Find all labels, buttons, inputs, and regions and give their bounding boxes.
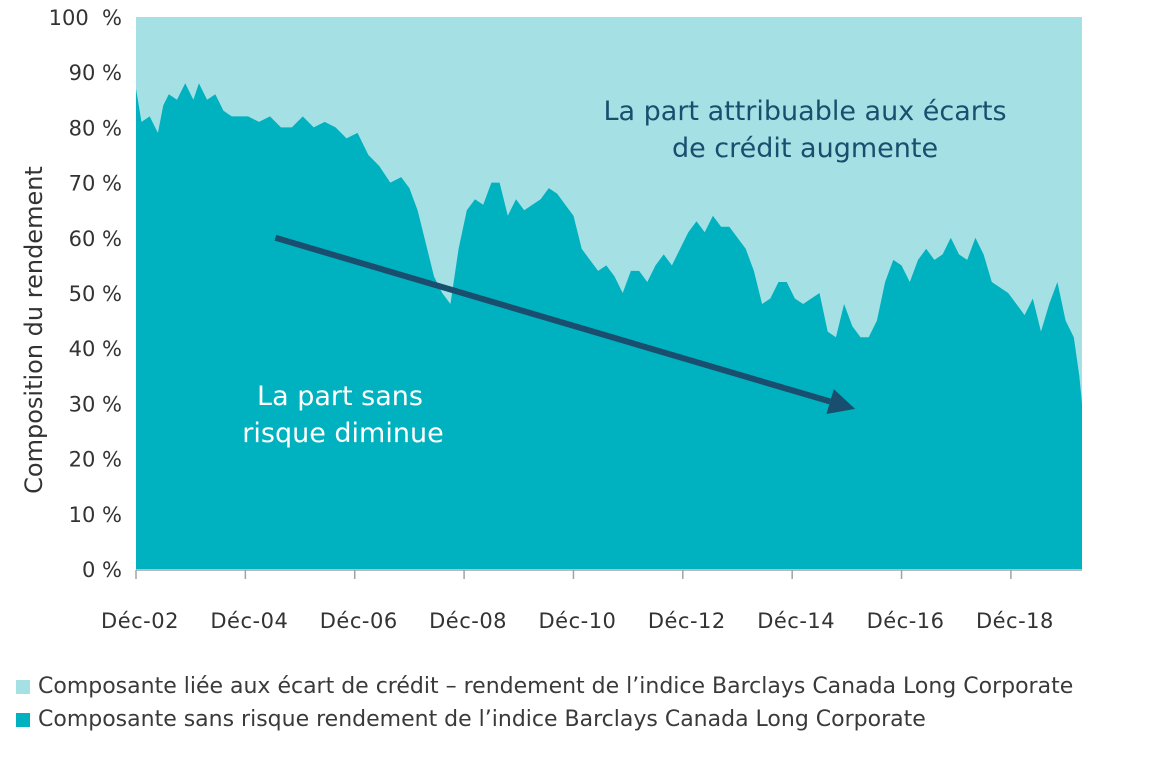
annotation-riskfree-line1: La part sans	[257, 381, 423, 412]
x-tick-label: Déc-04	[210, 609, 288, 633]
y-tick-label: 70 %	[69, 172, 122, 196]
legend-swatch-credit-spread	[16, 679, 30, 694]
x-tick-label: Déc-06	[320, 609, 398, 633]
legend-item-risk-free: Composante sans risque rendement de l’in…	[16, 707, 926, 732]
trend-arrow-shaft	[274, 234, 831, 405]
y-tick-label: 80 %	[69, 116, 122, 140]
y-tick-label: 40 %	[69, 337, 122, 361]
trend-arrow	[274, 234, 856, 415]
legend-swatch-risk-free	[16, 712, 30, 727]
trend-arrow-head	[826, 389, 856, 415]
y-tick-label: 100 %	[49, 6, 122, 30]
annotation-credit-line2: de crédit augmente	[672, 133, 938, 164]
y-tick-label: 90 %	[69, 61, 122, 85]
legend-label-risk-free: Composante sans risque rendement de l’in…	[38, 707, 926, 732]
x-tick-label: Déc-08	[429, 609, 507, 633]
x-tick-label: Déc-10	[538, 609, 616, 633]
y-tick-label: 0 %	[82, 558, 122, 582]
risk-free-area	[136, 83, 1082, 569]
y-tick-label: 10 %	[69, 503, 122, 527]
y-tick-label: 50 %	[69, 282, 122, 306]
x-tick-label: Déc-02	[101, 609, 179, 633]
y-tick-label: 20 %	[69, 448, 122, 472]
y-tick-label: 30 %	[69, 392, 122, 416]
y-axis-label: Composition du rendement	[20, 166, 48, 494]
annotation-credit-line1: La part attribuable aux écarts	[603, 96, 1006, 127]
x-tick-label: Déc-12	[648, 609, 726, 633]
x-tick-labels: Déc-02 Déc-04 Déc-06 Déc-08 Déc-10 Déc-12 Déc-…	[101, 570, 1054, 633]
annotation-riskfree-line2: risque diminue	[242, 418, 443, 449]
y-tick-label: 60 %	[69, 227, 122, 251]
legend-label-credit-spread: Composante liée aux écart de crédit – re…	[38, 674, 1074, 699]
x-tick-label: Déc-16	[867, 609, 945, 633]
y-tick-labels: 0 % 10 % 20 % 30 % 40 % 50 % 60 % 70 % 80 % 90 % 1…	[49, 6, 122, 582]
x-tick-label: Déc-18	[976, 609, 1054, 633]
legend-item-credit-spread: Composante liée aux écart de crédit – re…	[16, 674, 1073, 699]
x-tick-label: Déc-14	[757, 609, 835, 633]
